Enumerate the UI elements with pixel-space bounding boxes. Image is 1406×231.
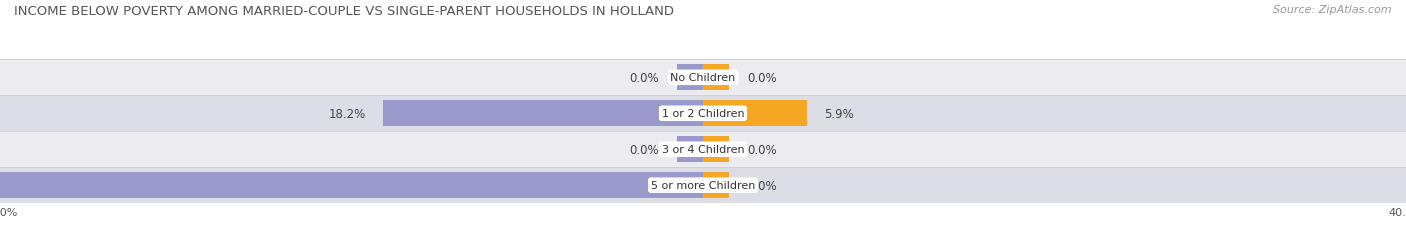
Bar: [0, 132, 1406, 167]
Text: 5.9%: 5.9%: [824, 107, 853, 120]
Text: 1 or 2 Children: 1 or 2 Children: [662, 109, 744, 119]
Text: 5 or more Children: 5 or more Children: [651, 180, 755, 190]
Bar: [382, 101, 703, 127]
Text: 3 or 4 Children: 3 or 4 Children: [662, 145, 744, 155]
Bar: [676, 65, 703, 91]
Text: 0.0%: 0.0%: [630, 143, 659, 156]
Bar: [0, 96, 1406, 132]
Bar: [0, 167, 1406, 203]
Bar: [0, 60, 1406, 96]
Text: 18.2%: 18.2%: [329, 107, 366, 120]
Bar: [703, 65, 730, 91]
Text: 0.0%: 0.0%: [747, 143, 776, 156]
Text: 0.0%: 0.0%: [630, 71, 659, 85]
Bar: [676, 137, 703, 162]
Text: No Children: No Children: [671, 73, 735, 83]
Bar: [703, 173, 730, 198]
Text: 0.0%: 0.0%: [747, 179, 776, 192]
Text: 0.0%: 0.0%: [747, 71, 776, 85]
Text: Source: ZipAtlas.com: Source: ZipAtlas.com: [1274, 5, 1392, 15]
Bar: [703, 101, 807, 127]
Bar: [703, 137, 730, 162]
Text: INCOME BELOW POVERTY AMONG MARRIED-COUPLE VS SINGLE-PARENT HOUSEHOLDS IN HOLLAND: INCOME BELOW POVERTY AMONG MARRIED-COUPL…: [14, 5, 673, 18]
Bar: [0, 173, 703, 198]
